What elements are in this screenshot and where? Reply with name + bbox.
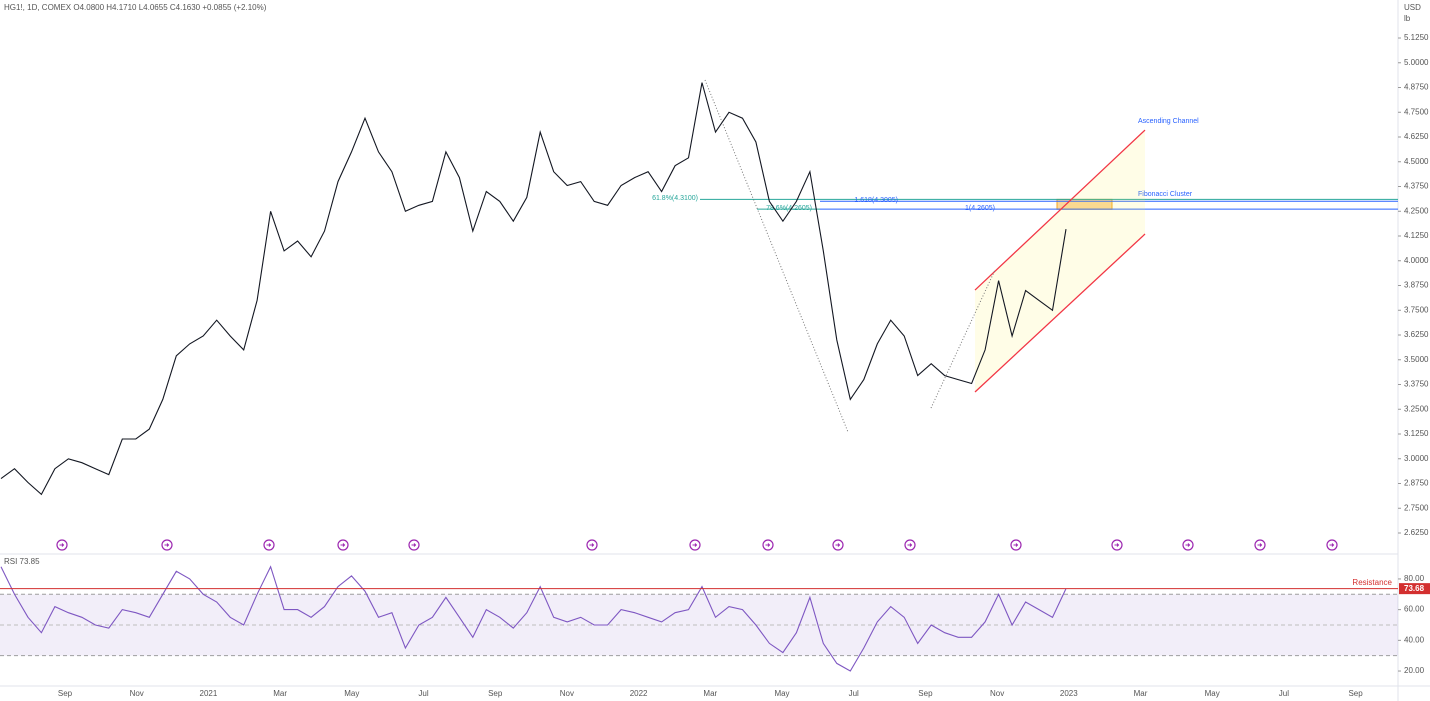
y-tick-label: 3.8750 xyxy=(1404,281,1429,290)
x-tick-label: Nov xyxy=(130,689,144,698)
y-tick-label: 4.3750 xyxy=(1404,182,1429,191)
series-line xyxy=(0,82,1067,496)
y-tick-label: 3.3750 xyxy=(1404,380,1429,389)
x-tick-label: 2022 xyxy=(630,689,648,698)
x-tick-label: 2023 xyxy=(1060,689,1078,698)
x-tick-label: May xyxy=(344,689,359,698)
y-tick-label: 80.00 xyxy=(1404,574,1425,583)
unit: lb xyxy=(1404,14,1411,23)
event-icon-arrow xyxy=(907,543,913,547)
resistance-label: Resistance xyxy=(1352,578,1392,587)
swing-line xyxy=(930,269,996,409)
y-tick-label: 2.7500 xyxy=(1404,503,1429,512)
event-icon-arrow xyxy=(765,543,771,547)
event-icon-arrow xyxy=(692,543,698,547)
event-icon-arrow xyxy=(1329,543,1335,547)
x-tick-label: Sep xyxy=(58,689,73,698)
event-icon xyxy=(1111,539,1123,551)
y-tick-label: 2.8750 xyxy=(1404,479,1429,488)
event-icon xyxy=(689,539,701,551)
y-tick-label: 4.5000 xyxy=(1404,157,1429,166)
event-icon-arrow xyxy=(1114,543,1120,547)
price-tag xyxy=(1399,583,1430,595)
x-tick-label: Nov xyxy=(990,689,1004,698)
cluster-label: Fibonacci Cluster xyxy=(1138,191,1193,198)
event-icon-arrow xyxy=(835,543,841,547)
y-tick-label: 4.7500 xyxy=(1404,107,1429,116)
y-tick-label: 4.0000 xyxy=(1404,256,1429,265)
y-tick-label: 3.2500 xyxy=(1404,404,1429,413)
y-tick-label: 20.00 xyxy=(1404,666,1425,675)
channel-line xyxy=(974,233,1146,393)
header: HG1!, 1D, COMEX O4.0800 H4.1710 L4.0655 … xyxy=(4,3,267,12)
y-tick-label: 4.2500 xyxy=(1404,206,1429,215)
series-line xyxy=(0,565,1067,672)
channel-line xyxy=(974,129,1146,291)
event-icon-arrow xyxy=(1013,543,1019,547)
rsi-title: RSI 73.85 xyxy=(4,557,40,566)
y-tick-label: 3.6250 xyxy=(1404,330,1429,339)
event-icon xyxy=(56,539,68,551)
x-tick-label: Jul xyxy=(1279,689,1289,698)
channel-label: Ascending Channel xyxy=(1138,118,1199,125)
event-icon xyxy=(161,539,173,551)
x-tick-label: Mar xyxy=(273,689,287,698)
event-icon-arrow xyxy=(1257,543,1263,547)
event-icon-arrow xyxy=(164,543,170,547)
x-tick-label: Mar xyxy=(703,689,717,698)
x-tick-label: May xyxy=(1205,689,1220,698)
currency: USD xyxy=(1404,3,1421,12)
y-tick-label: 60.00 xyxy=(1404,605,1425,614)
y-tick-label: 3.5000 xyxy=(1404,355,1429,364)
x-tick-label: Sep xyxy=(918,689,933,698)
event-icon xyxy=(1010,539,1022,551)
event-icon xyxy=(263,539,275,551)
event-icon xyxy=(762,539,774,551)
swing-line xyxy=(704,79,849,433)
fib-label: 1(4.2605) xyxy=(965,205,995,212)
rsi-band xyxy=(0,594,1398,656)
event-icon-arrow xyxy=(411,543,417,547)
event-icon-arrow xyxy=(266,543,272,547)
x-tick-label: May xyxy=(774,689,789,698)
channel-fill xyxy=(975,130,1145,393)
event-icon xyxy=(408,539,420,551)
x-tick-label: Jul xyxy=(418,689,428,698)
event-icon xyxy=(337,539,349,551)
x-tick-label: 2021 xyxy=(200,689,218,698)
fib-label: 1.618(4.3005) xyxy=(854,197,898,204)
fib-label: 78.6%(4.2605) xyxy=(766,205,812,212)
event-icon xyxy=(1182,539,1194,551)
x-tick-label: Nov xyxy=(560,689,574,698)
y-tick-label: 4.8750 xyxy=(1404,83,1429,92)
event-icon xyxy=(586,539,598,551)
y-tick-label: 5.0000 xyxy=(1404,58,1429,67)
x-tick-label: Sep xyxy=(1348,689,1363,698)
event-icon xyxy=(832,539,844,551)
price-tag-label: 73.68 xyxy=(1404,584,1425,593)
event-icon-arrow xyxy=(589,543,595,547)
event-icon xyxy=(1326,539,1338,551)
y-tick-label: 3.1250 xyxy=(1404,429,1429,438)
event-icon-arrow xyxy=(340,543,346,547)
event-icon xyxy=(904,539,916,551)
x-tick-label: Sep xyxy=(488,689,503,698)
y-tick-label: 3.0000 xyxy=(1404,454,1429,463)
y-tick-label: 4.6250 xyxy=(1404,132,1429,141)
event-icon-arrow xyxy=(1185,543,1191,547)
y-tick-label: 4.1250 xyxy=(1404,231,1429,240)
fib-label: 61.8%(4.3100) xyxy=(652,195,698,202)
y-tick-label: 3.7500 xyxy=(1404,305,1429,314)
event-icon xyxy=(1254,539,1266,551)
event-icon-arrow xyxy=(59,543,65,547)
y-tick-label: 2.6250 xyxy=(1404,528,1429,537)
x-tick-label: Jul xyxy=(849,689,859,698)
y-tick-label: 40.00 xyxy=(1404,635,1425,644)
x-tick-label: Mar xyxy=(1134,689,1148,698)
y-tick-label: 5.1250 xyxy=(1404,33,1429,42)
